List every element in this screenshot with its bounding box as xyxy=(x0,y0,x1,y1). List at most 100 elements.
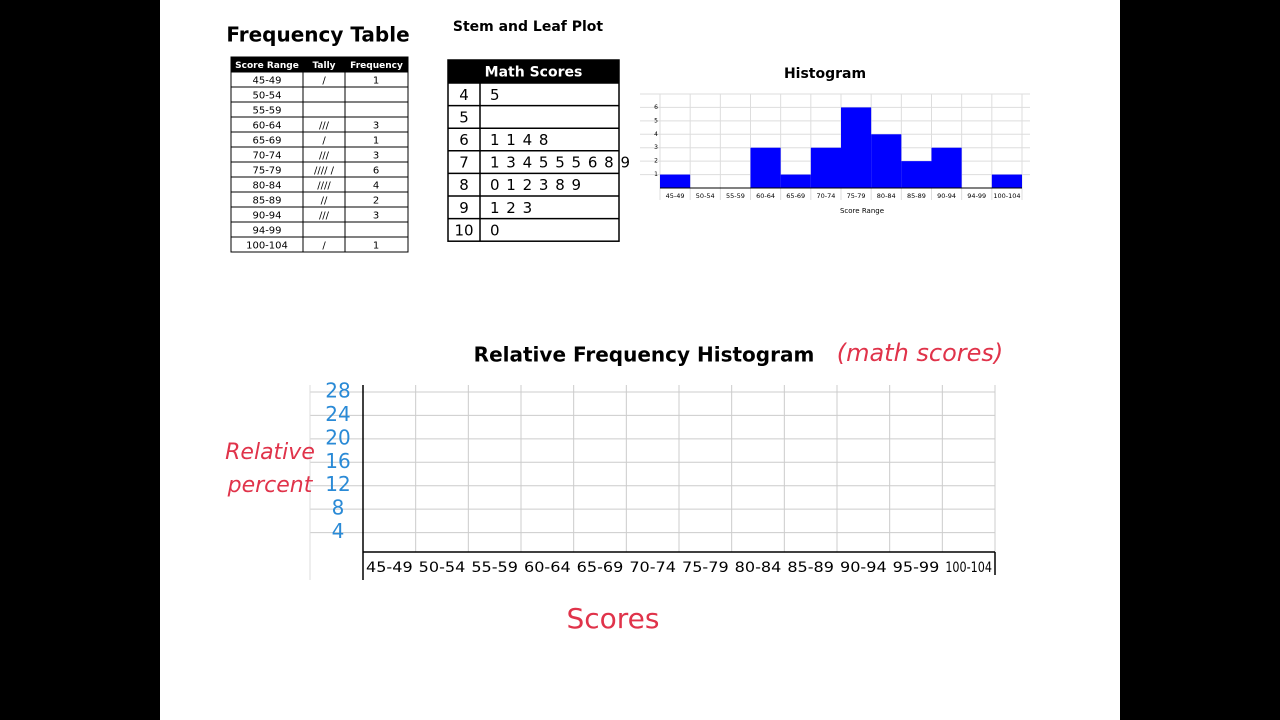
y-tick-label: 5 xyxy=(654,117,658,124)
y-tick-label: 2 xyxy=(654,158,658,165)
cell: 3 xyxy=(373,151,379,162)
bar xyxy=(810,147,841,188)
x-tick-label: 95-99 xyxy=(893,560,940,576)
x-tick-label: 50-54 xyxy=(696,192,715,200)
y-tick-label: 24 xyxy=(325,402,350,426)
cell: /// xyxy=(319,211,330,222)
x-tick-label: 85-89 xyxy=(907,192,926,200)
table-header: Score Range xyxy=(235,61,299,71)
cell: //// / xyxy=(314,166,335,177)
bar xyxy=(841,107,872,188)
bar xyxy=(660,174,691,188)
y-tick-label: 8 xyxy=(332,496,345,520)
bar xyxy=(901,161,932,188)
cell: // xyxy=(321,196,328,207)
cell: / xyxy=(322,136,326,147)
x-tick-label: 80-84 xyxy=(877,192,896,200)
y-tick-label: 28 xyxy=(325,379,350,403)
cell: 1 xyxy=(373,136,379,147)
stem: 5 xyxy=(459,108,469,126)
cell: 45-49 xyxy=(252,76,281,87)
chart-title: Histogram xyxy=(784,66,866,82)
leaves: 1 3 4 5 5 5 6 8 9 xyxy=(490,154,631,172)
chart-title: Relative Frequency Histogram xyxy=(474,343,815,367)
leaves: 1 1 4 8 xyxy=(490,131,549,149)
cell: 55-59 xyxy=(252,106,281,117)
x-tick-label: 85-89 xyxy=(787,560,834,576)
x-tick-label: 80-84 xyxy=(735,560,782,576)
x-tick-label: 55-59 xyxy=(471,560,518,576)
y-tick-label: 4 xyxy=(332,519,345,543)
x-tick-label: 90-94 xyxy=(840,560,887,576)
x-tick-label: 45-49 xyxy=(666,192,685,200)
cell: 94-99 xyxy=(252,226,281,237)
leaves: 1 2 3 xyxy=(490,199,533,217)
x-axis-label: Score Range xyxy=(840,207,884,215)
stem: 10 xyxy=(454,221,473,239)
x-tick-label: 60-64 xyxy=(756,192,775,200)
table-header: Frequency xyxy=(350,61,403,71)
stem-header: Math Scores xyxy=(485,65,583,81)
cell: 4 xyxy=(373,181,379,192)
cell: 85-89 xyxy=(252,196,281,207)
cell: 50-54 xyxy=(252,91,281,102)
x-tick-label: 70-74 xyxy=(629,560,676,576)
cell: / xyxy=(322,76,326,87)
x-tick-label: 55-59 xyxy=(726,192,745,200)
leaves: 0 xyxy=(490,221,501,239)
x-tick-label: 50-54 xyxy=(419,560,466,576)
bar xyxy=(750,147,781,188)
cell: 80-84 xyxy=(252,181,281,192)
annotation: (math scores) xyxy=(837,339,1004,367)
stem-header-bg xyxy=(448,60,619,83)
cell: /// xyxy=(319,151,330,162)
y-tick-label: 12 xyxy=(325,472,350,496)
stem-title: Stem and Leaf Plot xyxy=(453,19,604,35)
cell: / xyxy=(322,241,326,252)
y-tick-label: 6 xyxy=(654,104,658,111)
x-tick-label: 100-104 xyxy=(993,192,1020,200)
stem: 8 xyxy=(459,176,469,194)
bar xyxy=(991,174,1022,188)
y-axis-label: percent xyxy=(227,473,314,498)
x-tick-label: 94-99 xyxy=(967,192,986,200)
table-title: Frequency Table xyxy=(226,23,409,47)
cell: /// xyxy=(319,121,330,132)
cell: 1 xyxy=(373,241,379,252)
x-tick-label: 90-94 xyxy=(937,192,956,200)
x-tick-label: 65-69 xyxy=(577,560,624,576)
whiteboard xyxy=(160,0,1120,720)
x-axis-label: Scores xyxy=(566,602,659,635)
table-header: Tally xyxy=(312,61,335,71)
y-tick-label: 3 xyxy=(654,144,658,151)
x-tick-label: 75-79 xyxy=(682,560,729,576)
y-tick-label: 20 xyxy=(325,425,350,449)
bar xyxy=(931,147,962,188)
y-tick-label: 1 xyxy=(654,171,658,178)
stem: 9 xyxy=(459,199,469,217)
cell: 60-64 xyxy=(252,121,281,132)
leaves: 0 1 2 3 8 9 xyxy=(490,176,582,194)
stem: 7 xyxy=(459,154,469,172)
cell: 3 xyxy=(373,211,379,222)
stem: 6 xyxy=(459,131,469,149)
y-tick-label: 4 xyxy=(654,131,658,138)
x-tick-label: 75-79 xyxy=(847,192,866,200)
cell: 1 xyxy=(373,76,379,87)
cell: 2 xyxy=(373,196,379,207)
table-header-bg xyxy=(231,57,408,72)
cell: 70-74 xyxy=(252,151,281,162)
cell: 75-79 xyxy=(252,166,281,177)
table-border xyxy=(230,56,409,253)
stem: 4 xyxy=(459,86,469,104)
leaves: 5 xyxy=(490,86,501,104)
cell: 65-69 xyxy=(252,136,281,147)
cell: //// xyxy=(317,181,331,192)
y-tick-label: 16 xyxy=(325,449,350,473)
x-tick-label: 100-104 xyxy=(945,560,992,576)
x-tick-label: 70-74 xyxy=(816,192,835,200)
x-tick-label: 45-49 xyxy=(366,560,413,576)
bar xyxy=(871,134,902,188)
